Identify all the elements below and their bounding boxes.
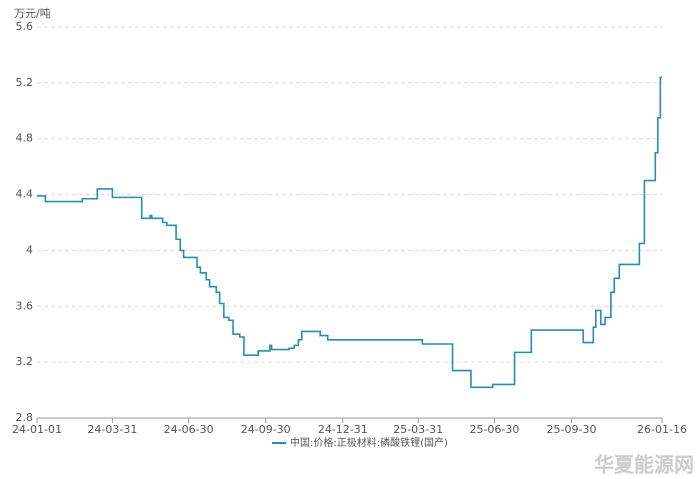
- y-tick-label: 5.2: [16, 76, 34, 89]
- watermark: 华夏能源网: [594, 453, 694, 477]
- x-tick-label: 24-12-31: [318, 423, 368, 436]
- x-tick-label: 24-06-30: [164, 423, 214, 436]
- y-axis-label: 万元/吨: [14, 7, 51, 20]
- x-tick-label: 24-03-31: [87, 423, 137, 436]
- x-tick-label: 24-01-01: [12, 423, 62, 436]
- y-tick-label: 5.6: [16, 20, 34, 33]
- x-tick-label: 26-01-16: [637, 423, 687, 436]
- y-tick-label: 3.2: [16, 355, 34, 368]
- y-tick-label: 2.8: [16, 411, 34, 424]
- y-tick-label: 4.8: [16, 132, 34, 145]
- y-tick-label: 4.4: [16, 188, 34, 201]
- legend-label: 中国:价格:正极材料:磷酸铁锂(国产): [290, 436, 448, 449]
- x-tick-label: 25-09-30: [547, 423, 597, 436]
- data-line: [37, 76, 662, 389]
- x-tick-label: 25-06-30: [469, 423, 519, 436]
- y-tick-label: 4: [26, 243, 33, 256]
- x-tick-label: 25-03-31: [393, 423, 443, 436]
- y-tick-label: 3.6: [16, 299, 34, 312]
- x-tick-label: 24-09-30: [241, 423, 291, 436]
